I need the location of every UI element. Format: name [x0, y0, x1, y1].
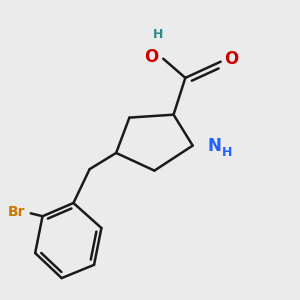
Text: O: O — [145, 48, 159, 66]
Text: H: H — [222, 146, 232, 159]
Text: H: H — [153, 28, 163, 41]
Text: Br: Br — [8, 205, 25, 219]
Text: O: O — [224, 50, 238, 68]
Text: N: N — [207, 136, 221, 154]
